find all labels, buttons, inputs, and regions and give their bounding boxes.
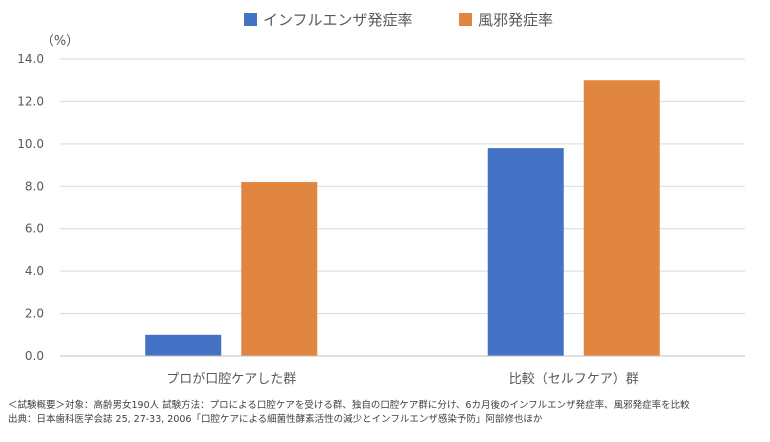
- y-tick-label: 4.0: [25, 264, 44, 278]
- y-tick-label: 14.0: [17, 52, 44, 66]
- y-axis-ticks: 0.0 2.0 4.0 6.0 8.0 10.0 12.0 14.0: [17, 52, 44, 363]
- legend-label: 風邪発症率: [478, 11, 553, 29]
- bar: [583, 80, 660, 356]
- bar: [487, 148, 564, 356]
- x-category-label: 比較（セルフケア）群: [509, 372, 639, 387]
- footnote-source: 出典：日本歯科医学会誌 25, 27-33, 2006「口腔ケアによる細菌性酵素…: [8, 414, 543, 425]
- y-axis-label: （%）: [41, 34, 79, 49]
- footnote-study-overview: ＜試験概要＞対象：高齢男女190人 試験方法：プロによる口腔ケアを受ける群、独自…: [8, 400, 690, 411]
- y-tick-label: 0.0: [25, 349, 44, 363]
- legend-swatch: [459, 13, 472, 26]
- bar: [145, 334, 222, 356]
- y-tick-label: 6.0: [25, 222, 44, 236]
- y-tick-label: 8.0: [25, 179, 44, 193]
- bar: [241, 182, 318, 356]
- bars: [145, 80, 660, 356]
- legend-swatch: [244, 13, 257, 26]
- y-tick-label: 10.0: [17, 137, 44, 151]
- legend-label: インフルエンザ発症率: [263, 11, 413, 29]
- x-axis-categories: プロが口腔ケアした群 比較（セルフケア）群: [166, 372, 639, 387]
- legend: インフルエンザ発症率 風邪発症率: [244, 11, 553, 29]
- y-tick-label: 12.0: [17, 94, 44, 108]
- y-tick-label: 2.0: [25, 307, 44, 321]
- gridlines: [60, 58, 745, 315]
- x-category-label: プロが口腔ケアした群: [166, 372, 296, 387]
